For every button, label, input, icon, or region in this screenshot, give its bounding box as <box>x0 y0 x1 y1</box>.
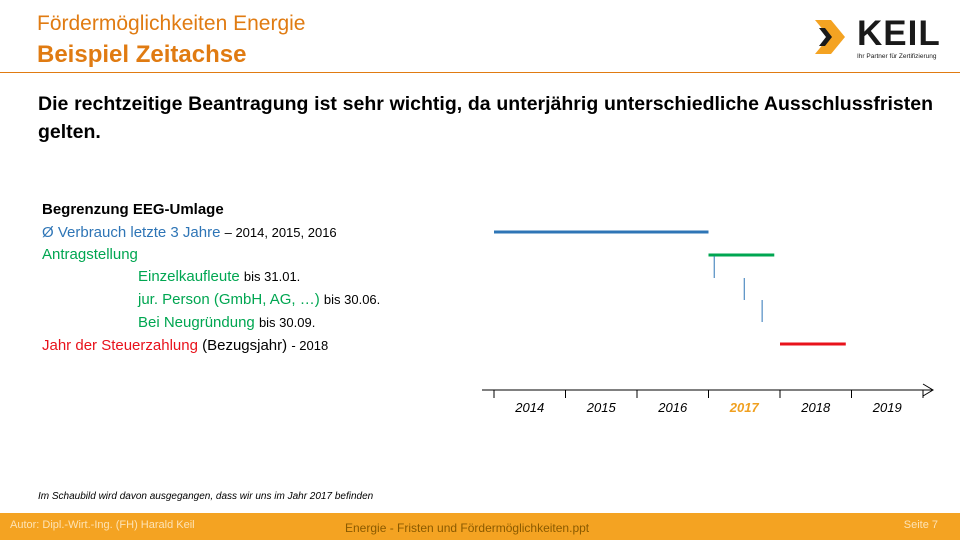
header-divider <box>0 72 960 73</box>
list-item-verbrauch: Ø Verbrauch letzte 3 Jahre – 2014, 2015,… <box>42 224 337 242</box>
year-label-2014: 2014 <box>514 400 544 415</box>
logo-mark-icon <box>815 20 845 54</box>
timeline-axis-arrow <box>922 383 934 397</box>
logo-wordmark: KEIL <box>857 14 941 53</box>
list-item-jur: jur. Person (GmbH, AG, …) bis 30.06. <box>138 291 380 309</box>
steuer-detail: - 2018 <box>291 338 329 353</box>
footer-author: Autor: Dipl.-Wirt.-Ing. (FH) Harald Keil <box>10 519 195 531</box>
list-item-neu: Bei Neugründung bis 30.09. <box>138 314 315 332</box>
year-label-2016: 2016 <box>657 400 688 415</box>
verbrauch-label: Ø Verbrauch letzte 3 Jahre <box>42 224 221 241</box>
jur-label: jur. Person (GmbH, AG, …) <box>138 291 320 308</box>
title-line1: Fördermöglichkeiten Energie <box>37 12 306 35</box>
logo-tagline: Ihr Partner für Zertifizierung <box>857 53 937 60</box>
footer-filename: Energie - Fristen und Fördermöglichkeite… <box>345 521 590 535</box>
footer-bar: Autor: Dipl.-Wirt.-Ing. (FH) Harald Keil… <box>0 513 960 540</box>
timeline-ticks <box>493 390 924 398</box>
year-label-2015: 2015 <box>586 400 617 415</box>
footer-page-number: Seite 7 <box>903 519 938 531</box>
einzel-detail: bis 31.01. <box>243 269 301 284</box>
steuer-label2: (Bezugsjahr) <box>202 337 288 354</box>
year-label-2017: 2017 <box>729 400 760 415</box>
timeline-markers <box>713 256 763 322</box>
timeline-bars <box>494 230 846 346</box>
jur-detail: bis 30.06. <box>323 292 381 307</box>
year-label-2019: 2019 <box>872 400 902 415</box>
neu-detail: bis 30.09. <box>258 315 316 330</box>
list-item-einzel: Einzelkaufleute bis 31.01. <box>138 268 300 286</box>
list-item-antrag: Antragstellung <box>42 246 138 263</box>
year-label-2018: 2018 <box>800 400 831 415</box>
verbrauch-detail: – 2014, 2015, 2016 <box>224 225 337 240</box>
list-item-steuer: Jahr der Steuerzahlung (Bezugsjahr) - 20… <box>42 337 328 355</box>
einzel-label: Einzelkaufleute <box>138 268 240 285</box>
keil-logo: KEIL Ihr Partner für Zertifizierung <box>815 14 947 64</box>
list-heading: Begrenzung EEG-Umlage <box>42 201 224 218</box>
intro-text: Die rechtzeitige Beantragung ist sehr wi… <box>38 93 933 143</box>
neu-label: Bei Neugründung <box>138 314 255 331</box>
timeline-year-labels: 2014 2015 2016 2017 2018 2019 <box>514 400 901 415</box>
footnote: Im Schaubild wird davon ausgegangen, das… <box>38 491 374 502</box>
title-line2: Beispiel Zeitachse <box>37 41 247 68</box>
steuer-label: Jahr der Steuerzahlung <box>42 337 198 354</box>
